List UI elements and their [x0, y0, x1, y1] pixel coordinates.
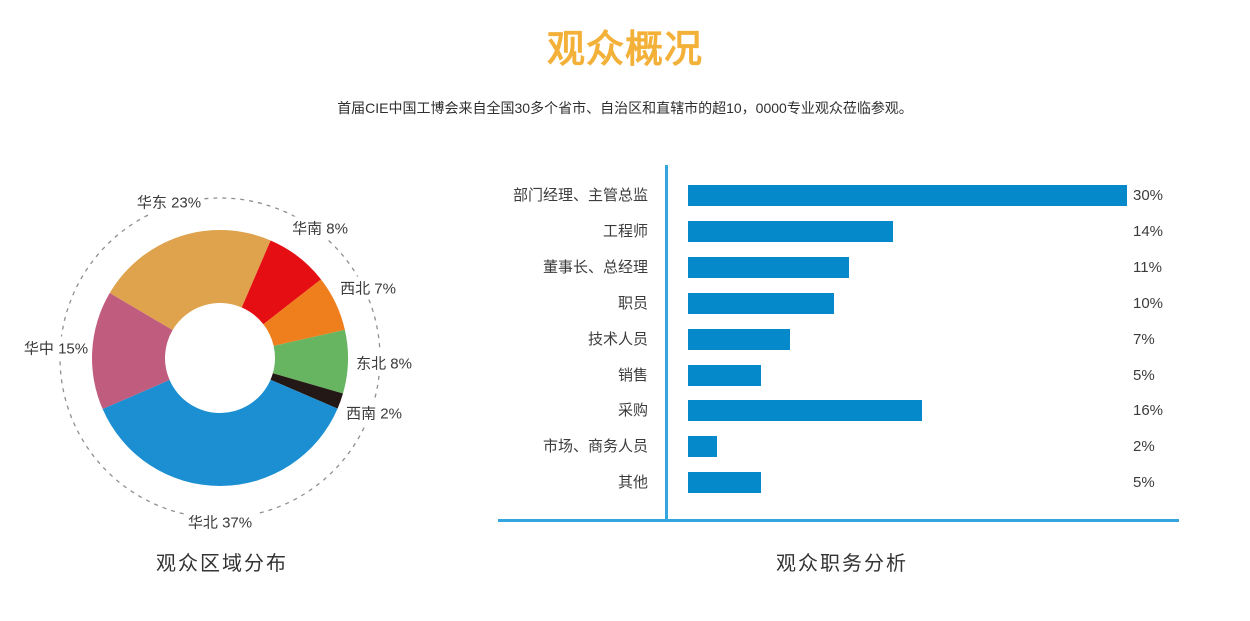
bar-value-董事长、总经理: 11% [1133, 259, 1162, 276]
bar-label-工程师: 工程师 [602, 223, 648, 240]
donut-slice-华北 [102, 379, 338, 486]
donut-label-华南: 华南 8% [289, 216, 351, 240]
bar-value-市场、商务人员: 2% [1133, 438, 1155, 455]
donut-label-华东: 华东 23% [133, 190, 205, 214]
bar-技术人员 [688, 329, 790, 350]
bar-label-销售: 销售 [617, 367, 648, 384]
job-chart-caption: 观众职务分析 [776, 553, 908, 575]
donut-slice-华中 [92, 293, 173, 410]
bar-label-其他: 其他 [617, 474, 648, 491]
donut-slice-西南 [270, 373, 343, 409]
page-title: 观众概况 [546, 29, 703, 71]
donut-label-西北: 西北 7% [337, 276, 399, 300]
bar-label-部门经理、主管总监: 部门经理、主管总监 [512, 187, 648, 204]
page-subtitle: 首届CIE中国工博会来自全国30多个省市、自治区和直辖市的超10，0000专业观… [337, 100, 913, 116]
donut-label-东北: 东北 8% [353, 351, 415, 375]
region-donut-chart [59, 197, 381, 519]
bar-label-市场、商务人员: 市场、商务人员 [542, 438, 648, 455]
bar-职员 [688, 293, 834, 314]
bar-其他 [688, 472, 761, 493]
bar-董事长、总经理 [688, 257, 849, 278]
bar-市场、商务人员 [688, 436, 717, 457]
bar-label-技术人员: 技术人员 [587, 331, 648, 348]
bar-label-董事长、总经理: 董事长、总经理 [542, 259, 648, 276]
bar-value-职员: 10% [1133, 295, 1164, 312]
donut-slice-华南 [241, 240, 321, 325]
bar-工程师 [688, 221, 893, 242]
bar-label-职员: 职员 [617, 295, 648, 312]
bar-value-其他: 5% [1133, 474, 1155, 491]
bar-value-销售: 5% [1133, 367, 1155, 384]
bar-销售 [688, 365, 761, 386]
donut-label-西南: 西南 2% [343, 401, 405, 425]
bar-chart-y-axis [665, 165, 668, 521]
bar-value-部门经理、主管总监: 30% [1133, 187, 1164, 204]
donut-slice-华东 [109, 230, 271, 331]
region-chart-caption: 观众区域分布 [156, 553, 288, 575]
bar-chart-x-axis [498, 519, 1179, 522]
bar-value-工程师: 14% [1133, 223, 1164, 240]
bar-label-采购: 采购 [617, 402, 648, 419]
donut-slice-东北 [272, 329, 349, 394]
bar-value-技术人员: 7% [1133, 331, 1155, 348]
donut-label-华中: 华中 15% [20, 336, 92, 360]
bar-采购 [688, 400, 922, 421]
bar-部门经理、主管总监 [688, 185, 1127, 206]
donut-slice-西北 [263, 279, 345, 346]
bar-value-采购: 16% [1133, 402, 1164, 419]
donut-label-华北: 华北 37% [184, 510, 256, 534]
